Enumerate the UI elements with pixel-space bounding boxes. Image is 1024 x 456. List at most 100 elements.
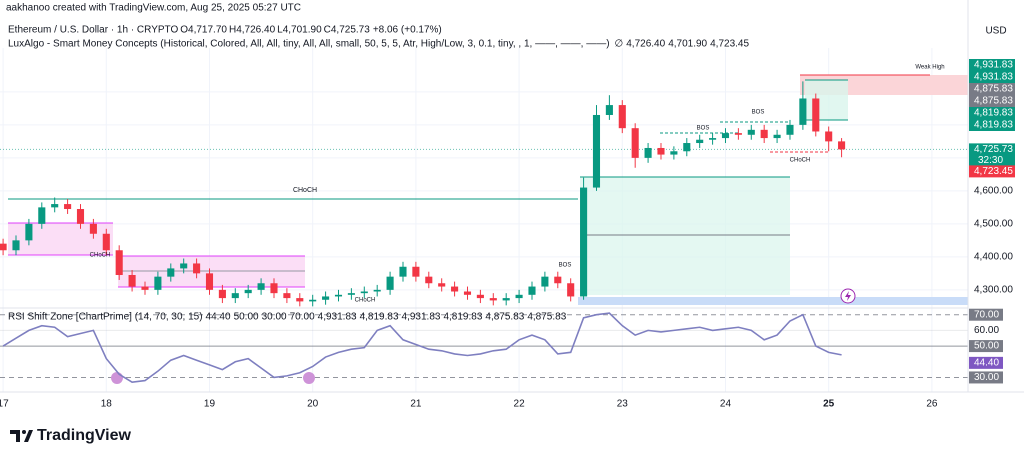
rsi-tick-label: 60.00 — [974, 325, 999, 336]
price-tag-label: 4,931.83 — [974, 72, 1013, 83]
x-tick-label: 17 — [0, 399, 9, 410]
candle-body — [12, 240, 20, 251]
rsi-line — [2, 312, 842, 383]
x-tick-label: 24 — [720, 399, 732, 410]
candle-body — [360, 291, 368, 294]
candle-body — [451, 286, 459, 292]
symbol: Ethereum / U.S. Dollar · 1h · CRYPTO — [8, 25, 178, 36]
candle-body — [0, 243, 7, 251]
candle-body — [244, 289, 252, 294]
rsi-title: RSI Shift Zone [ChartPrime] (14, 70, 30,… — [8, 312, 203, 323]
candle-body — [64, 204, 72, 210]
price-tag — [969, 95, 1015, 107]
candle-body — [76, 209, 85, 224]
candle-body — [115, 250, 123, 276]
price-tag-label: 4,875.83 — [974, 96, 1013, 107]
ohlc-key: L — [277, 25, 283, 36]
candle-body — [463, 291, 472, 295]
rsi-legend-value: 4,875.83 — [527, 312, 566, 323]
logo-mark — [24, 430, 33, 442]
alert-bolt — [845, 291, 851, 301]
rsi-level-tag — [969, 371, 1003, 384]
rsi-tick-label: 70.00 — [974, 309, 999, 320]
rsi-legend-value: 50.00 — [234, 312, 259, 323]
candle-body — [154, 276, 162, 290]
smc-label: CHoCH — [293, 187, 317, 194]
logo-mark — [10, 430, 20, 442]
candle-body — [605, 105, 613, 115]
rsi-legend-value: 70.00 — [290, 312, 315, 323]
x-tick-label: 19 — [204, 399, 216, 410]
x-tick-label: 25 — [823, 399, 835, 410]
price-tag — [969, 107, 1015, 119]
candle-body — [683, 143, 691, 152]
candle-body — [618, 105, 626, 129]
candle-body — [502, 298, 510, 301]
candle-body — [657, 147, 665, 155]
price-tag-label: 4,723.45 — [974, 166, 1013, 177]
candle-body — [670, 151, 678, 155]
price-tag — [969, 165, 1015, 178]
rsi-legend-value: 44.40 — [206, 312, 231, 323]
credit: aakhanoo created with TradingView.com, A… — [6, 3, 301, 14]
candle-body — [760, 129, 768, 139]
candle-body — [541, 276, 549, 287]
candle-body — [631, 128, 639, 158]
candle-body — [425, 276, 433, 284]
candle-body — [205, 273, 214, 290]
price-tag-label: 4,819.83 — [974, 108, 1013, 119]
indicator-icon: ∅ — [615, 39, 624, 50]
candle-body — [334, 294, 343, 297]
candle-body — [89, 223, 97, 234]
candle-body — [51, 204, 59, 208]
price-tag-label: 4,819.83 — [974, 120, 1013, 131]
candle-body — [141, 286, 149, 290]
x-tick-label: 18 — [101, 399, 113, 410]
rsi-legend-value: 4,931.83 — [318, 312, 357, 323]
candle-body — [515, 294, 523, 299]
candle-body — [734, 133, 742, 135]
candle-body — [322, 296, 330, 300]
rsi-tag — [969, 356, 1003, 369]
price-tag-label: 4,931.83 — [974, 60, 1013, 71]
candle-body — [386, 276, 394, 290]
zone — [580, 177, 790, 295]
smc-label: Weak High — [915, 65, 944, 71]
candle-body — [799, 98, 807, 125]
x-tick-label: 20 — [307, 399, 319, 410]
price-tag-label: 4,725.73 — [974, 144, 1013, 155]
price-tag — [969, 59, 1015, 71]
rsi-legend-value: 30.00 — [262, 312, 287, 323]
candle-body — [167, 268, 175, 277]
candle-body — [721, 133, 730, 139]
candle-body — [309, 299, 317, 302]
candle-body — [25, 223, 33, 241]
candle-body — [476, 294, 484, 299]
x-tick-label: 23 — [617, 399, 629, 410]
smc-label: BOS — [697, 126, 710, 132]
candle-body — [709, 138, 717, 140]
rsi-level-tag — [969, 308, 1003, 321]
countdown: 32:30 — [978, 155, 1003, 166]
smc-zones: USD aakhanoo created with TradingView.co… — [0, 0, 1024, 444]
indicator-name: LuxAlgo - Smart Money Concepts (Historic… — [8, 39, 610, 50]
currency: USD — [985, 26, 1006, 37]
logo-dot — [22, 430, 26, 434]
candle-body — [825, 131, 833, 142]
candle-body — [270, 283, 278, 294]
ohlc-value: 4,717.70 — [188, 25, 227, 36]
candle-body — [786, 124, 794, 135]
ohlc-key: H — [229, 25, 236, 36]
candle-body — [193, 263, 201, 274]
footer-brand: TradingView — [37, 427, 132, 444]
rsi-tag-label: 44.40 — [974, 358, 999, 369]
candle-body — [283, 293, 291, 299]
rsi-level-tag — [969, 340, 1003, 353]
currency-box[interactable] — [972, 22, 1020, 40]
rsi-legend-value: 4,819.83 — [360, 312, 399, 323]
candle-body — [257, 283, 265, 290]
x-tick-label: 22 — [514, 399, 526, 410]
candle-body — [438, 283, 446, 287]
candle-body — [373, 289, 381, 292]
